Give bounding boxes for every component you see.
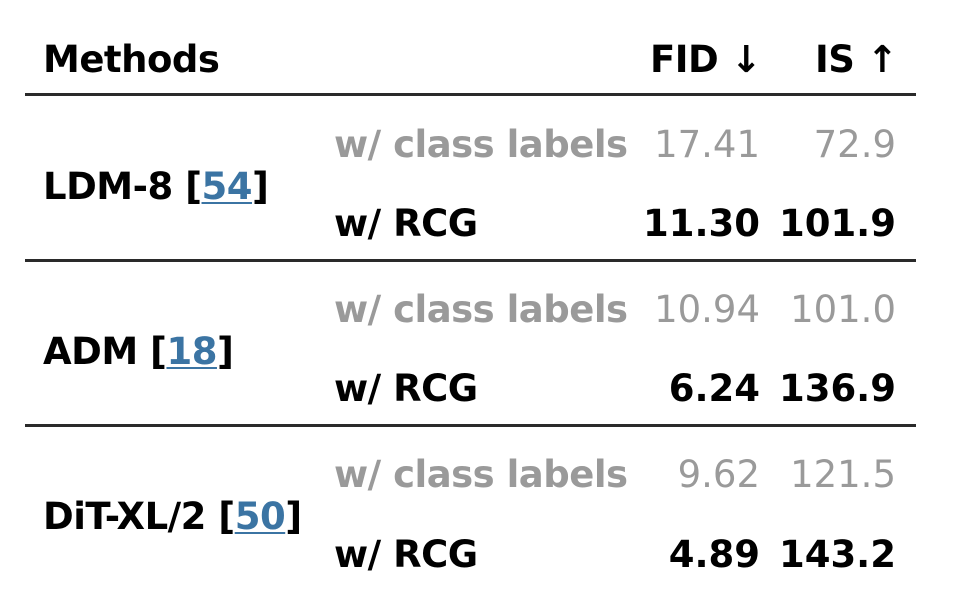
condition-class-labels: w/ class labels <box>334 123 628 166</box>
fid-value: 10.94 <box>654 288 760 331</box>
method-name: LDM-8 <box>43 165 173 208</box>
condition-rcg: w/ RCG <box>334 367 478 410</box>
group-rule <box>25 259 916 262</box>
fid-value: 9.62 <box>677 453 760 496</box>
header-rule <box>25 93 916 96</box>
is-value: 121.5 <box>790 453 896 496</box>
is-value: 101.0 <box>790 288 896 331</box>
method-name: ADM <box>43 330 138 373</box>
fid-value: 17.41 <box>654 123 760 166</box>
header-methods: Methods <box>43 38 220 81</box>
fid-value: 4.89 <box>668 533 760 576</box>
group-rule <box>25 424 916 427</box>
method-dit-xl2: DiT-XL/2 [50] <box>43 495 302 538</box>
fid-value: 6.24 <box>668 367 760 410</box>
header-is: IS ↑ <box>815 38 898 81</box>
is-value: 143.2 <box>778 533 896 576</box>
citation-link[interactable]: 54 <box>201 165 253 208</box>
is-value: 72.9 <box>813 123 896 166</box>
condition-rcg: w/ RCG <box>334 533 478 576</box>
condition-rcg: w/ RCG <box>334 202 478 245</box>
is-value: 136.9 <box>778 367 896 410</box>
method-ldm8: LDM-8 [54] <box>43 165 269 208</box>
header-fid: FID ↓ <box>650 38 762 81</box>
condition-class-labels: w/ class labels <box>334 288 628 331</box>
condition-class-labels: w/ class labels <box>334 453 628 496</box>
method-adm: ADM [18] <box>43 330 234 373</box>
fid-value: 11.30 <box>642 202 760 245</box>
is-value: 101.9 <box>778 202 896 245</box>
method-name: DiT-XL/2 <box>43 495 206 538</box>
citation-link[interactable]: 50 <box>234 495 286 538</box>
citation-link[interactable]: 18 <box>166 330 217 373</box>
